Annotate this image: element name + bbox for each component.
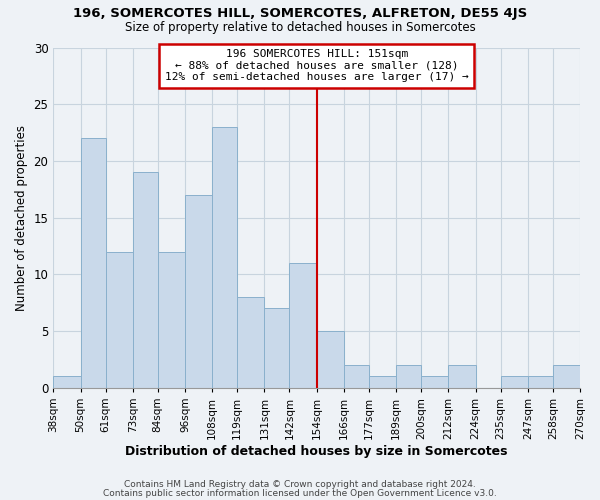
Text: 196 SOMERCOTES HILL: 151sqm
← 88% of detached houses are smaller (128)
12% of se: 196 SOMERCOTES HILL: 151sqm ← 88% of det… <box>165 49 469 82</box>
Text: Contains HM Land Registry data © Crown copyright and database right 2024.: Contains HM Land Registry data © Crown c… <box>124 480 476 489</box>
Bar <box>500 376 528 388</box>
Bar <box>369 376 396 388</box>
Bar <box>421 376 448 388</box>
Bar <box>448 365 476 388</box>
Bar <box>317 331 344 388</box>
Text: Contains public sector information licensed under the Open Government Licence v3: Contains public sector information licen… <box>103 489 497 498</box>
Text: 196, SOMERCOTES HILL, SOMERCOTES, ALFRETON, DE55 4JS: 196, SOMERCOTES HILL, SOMERCOTES, ALFRET… <box>73 8 527 20</box>
Bar <box>185 195 212 388</box>
Bar <box>80 138 106 388</box>
Bar <box>396 365 421 388</box>
Text: Size of property relative to detached houses in Somercotes: Size of property relative to detached ho… <box>125 21 475 34</box>
Bar <box>237 297 265 388</box>
Bar <box>158 252 185 388</box>
Bar <box>265 308 289 388</box>
Bar <box>553 365 580 388</box>
X-axis label: Distribution of detached houses by size in Somercotes: Distribution of detached houses by size … <box>125 444 508 458</box>
Bar <box>53 376 80 388</box>
Y-axis label: Number of detached properties: Number of detached properties <box>15 124 28 310</box>
Bar <box>212 127 237 388</box>
Bar <box>289 263 317 388</box>
Bar <box>344 365 369 388</box>
Bar <box>106 252 133 388</box>
Bar <box>133 172 158 388</box>
Bar <box>528 376 553 388</box>
